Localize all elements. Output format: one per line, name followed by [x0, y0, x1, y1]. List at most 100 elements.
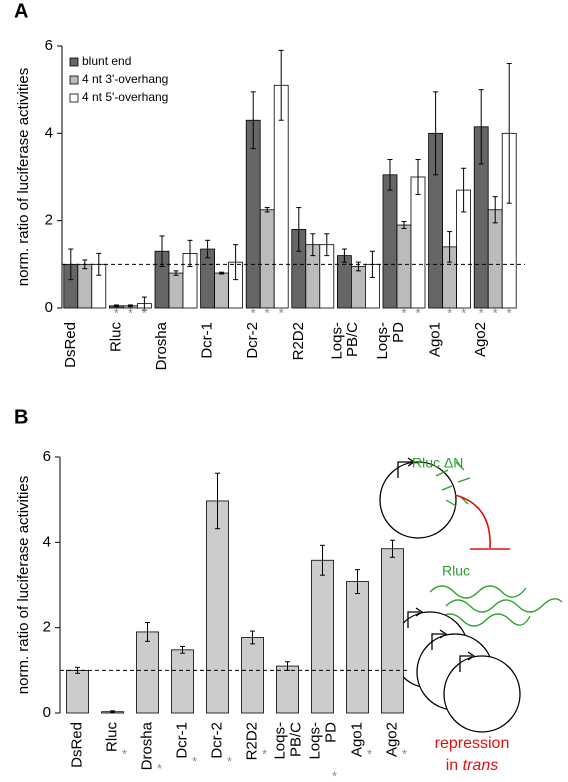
y-tick-label: 2 [45, 212, 53, 229]
significance-marker: * [157, 761, 162, 776]
y-tick-label: 4 [45, 124, 53, 141]
error-bar [355, 569, 360, 595]
repression-arrow [454, 494, 491, 549]
legend-swatch [69, 93, 79, 103]
legend-label: blunt end [82, 54, 131, 68]
error-bar [506, 62, 512, 204]
x-tick-label: Loqs-PD [374, 322, 407, 360]
error-bar [492, 196, 498, 224]
significance-marker: * [367, 747, 372, 762]
y-axis-label: norm. ratio of luciferase activities [15, 476, 32, 694]
bar [214, 272, 230, 309]
significance-marker: * [493, 305, 498, 320]
diagram [379, 457, 563, 733]
legend-swatch [69, 57, 79, 67]
cell [379, 461, 457, 539]
x-tick-label: Ago2 [472, 322, 489, 357]
y-tick-label: 0 [45, 299, 53, 316]
significance-marker: * [142, 305, 147, 320]
x-tick-label: Rluc [103, 722, 120, 753]
error-bar [127, 304, 133, 308]
bar [487, 209, 503, 309]
significance-marker: * [251, 305, 256, 320]
significance-marker: * [401, 305, 406, 320]
promoter-arrow [397, 461, 412, 478]
x-tick-label: R2D2 [290, 322, 307, 360]
error-bar [205, 239, 211, 259]
fragments [435, 461, 471, 507]
error-bar [401, 221, 407, 230]
trans-label: trans [463, 757, 499, 774]
significance-marker: * [227, 754, 232, 769]
error-bar [187, 239, 193, 268]
cell [443, 655, 521, 733]
error-bar [250, 91, 256, 150]
error-bar [320, 544, 325, 576]
bar [259, 209, 275, 309]
bar [171, 649, 194, 714]
bar [206, 500, 229, 714]
in-trans-label: in trans [446, 757, 498, 774]
significance-marker: * [415, 305, 420, 320]
error-bar [390, 539, 395, 558]
error-bar [113, 304, 119, 308]
x-tick-label: DsRed [68, 722, 85, 768]
error-bar [296, 207, 302, 252]
x-tick-label: DsRed [62, 322, 79, 368]
significance-marker: * [507, 305, 512, 320]
bar [346, 581, 369, 714]
significance-marker: * [279, 305, 284, 320]
bar [410, 176, 426, 309]
y-tick-label: 2 [43, 619, 51, 636]
rluc-label: Rluc [442, 563, 470, 579]
error-bar [341, 248, 347, 263]
bar [350, 266, 366, 309]
error-bar [250, 630, 255, 645]
panel-label: A [14, 0, 28, 22]
significance-marker: * [128, 305, 133, 320]
significance-marker: * [262, 747, 267, 762]
error-bar [415, 159, 421, 195]
x-tick-label: Drosha [138, 721, 155, 770]
transcripts [429, 585, 563, 627]
bar [396, 224, 412, 309]
error-bar [215, 472, 220, 530]
bar [241, 637, 264, 714]
significance-marker: * [122, 747, 127, 762]
significance-marker: * [447, 305, 452, 320]
bar [276, 665, 299, 714]
error-bar [233, 244, 239, 281]
legend-label: 4 nt 3'-overhang [82, 72, 168, 86]
repression-label: repression [435, 735, 510, 752]
bar [381, 548, 404, 714]
y-tick-label: 0 [43, 704, 51, 721]
bar [168, 272, 184, 309]
error-bar [278, 49, 284, 121]
x-tick-label: Loqs-PB/C [271, 722, 304, 760]
x-tick-label: Ago2 [383, 722, 400, 757]
y-axis-label: norm. ratio of luciferase activities [15, 68, 32, 286]
bar [336, 255, 352, 309]
error-bar [141, 296, 147, 311]
x-tick-label: Ago1 [348, 722, 365, 757]
legend-swatch [69, 75, 79, 85]
x-tick-label: Rluc [107, 322, 124, 353]
rluc-dn-label: Rluc ΔN [412, 455, 463, 471]
bar [136, 631, 159, 714]
error-bar [355, 261, 361, 272]
x-tick-label: Dcr-1 [173, 722, 190, 759]
significance-marker: * [332, 769, 337, 782]
error-bar [433, 91, 439, 176]
y-tick-label: 4 [43, 533, 51, 550]
panel-label: B [14, 406, 28, 428]
x-tick-label: Loqs-PD [306, 722, 339, 760]
x-tick-label: Dcr-2 [244, 322, 261, 359]
error-bar [387, 159, 393, 191]
significance-marker: * [402, 747, 407, 762]
error-bar [324, 233, 330, 257]
x-tick-label: Dcr-1 [199, 322, 216, 359]
y-tick-label: 6 [43, 448, 51, 465]
x-tick-label: Ago1 [427, 322, 444, 357]
significance-marker: * [479, 305, 484, 320]
bar [77, 263, 93, 309]
